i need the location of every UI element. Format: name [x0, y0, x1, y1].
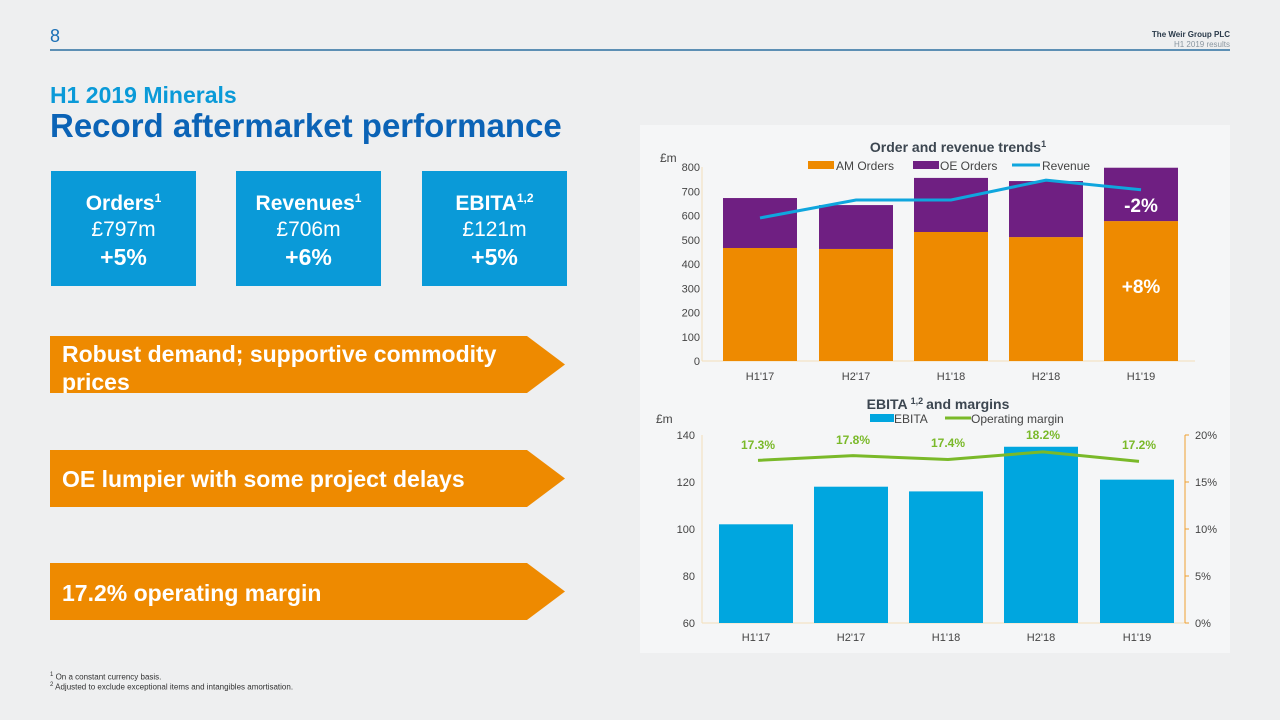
section-title: H1 2019 Minerals: [50, 82, 237, 108]
legend-swatch-ebita: [870, 414, 894, 422]
oe-orders-bar: [914, 177, 988, 232]
am-orders-bar: [914, 231, 988, 361]
y-axis-label: £m: [656, 412, 673, 426]
ebita-margin-chart: EBITA 1,2 and margins £m EBITA Operating ma…: [656, 396, 1217, 644]
page-number: 8: [50, 26, 61, 46]
legend-label: Revenue: [1042, 159, 1090, 173]
kpi-change: +5%: [471, 244, 518, 270]
header-subtitle: H1 2019 results: [1173, 40, 1230, 49]
am-orders-bar: [819, 248, 893, 361]
y2-tick-label: 15%: [1195, 477, 1217, 489]
ebita-bar: [1100, 479, 1174, 623]
y-tick-label: 60: [683, 618, 695, 630]
x-tick-label: H2'17: [842, 371, 870, 383]
y2-tick-label: 10%: [1195, 524, 1217, 536]
x-tick-label: H2'18: [1027, 632, 1055, 644]
am-orders-bar: [723, 247, 797, 361]
kpi-sup: 1,2: [516, 191, 534, 205]
kpi-sup: 1: [154, 191, 162, 205]
y2-tick-label: 5%: [1195, 571, 1211, 583]
x-tick-label: H1'19: [1123, 632, 1151, 644]
x-tick-label: H1'17: [746, 371, 774, 383]
legend-label: EBITA: [894, 412, 928, 426]
kpi-ebita: EBITA1,2 £121m +5%: [422, 171, 567, 286]
y-tick-label: 80: [683, 571, 695, 583]
highlight-text: 17.2% operating margin: [62, 580, 322, 606]
y-tick-label: 600: [682, 211, 700, 223]
y2-tick-label: 20%: [1195, 430, 1217, 442]
kpi-label: Orders: [85, 192, 155, 215]
am-orders-bar: [1104, 221, 1178, 361]
x-tick-label: H1'18: [937, 371, 965, 383]
kpi-change: +6%: [285, 244, 332, 270]
orders-revenue-chart: Order and revenue trends1 £m AM Orders OE…: [660, 139, 1195, 383]
kpi-value: £797m: [91, 218, 156, 241]
y-tick-label: 800: [682, 162, 700, 174]
oe-orders-bar: [819, 205, 893, 249]
y-tick-label: 140: [677, 430, 695, 442]
highlight-text: Robust demand; supportive commodity pric…: [62, 341, 497, 395]
x-tick-label: H1'18: [932, 632, 960, 644]
x-tick-label: H1'17: [742, 632, 770, 644]
legend-label: OE Orders: [940, 159, 997, 173]
company-name: The Weir Group PLC: [1151, 30, 1230, 39]
chart-title: Order and revenue trends1: [870, 139, 1046, 155]
kpi-sup: 1: [354, 191, 362, 205]
am-change-annotation: +8%: [1122, 277, 1161, 298]
legend-label: Operating margin: [971, 412, 1064, 426]
legend-swatch-oe: [913, 161, 939, 169]
y-axis-label: £m: [660, 151, 677, 165]
x-tick-label: H2'17: [837, 632, 865, 644]
margin-data-label: 17.2%: [1122, 438, 1156, 452]
kpi-orders: Orders1 £797m +5%: [51, 171, 196, 286]
y-tick-label: 300: [682, 283, 700, 295]
y-tick-label: 100: [682, 332, 700, 344]
highlight-margin: 17.2% operating margin: [50, 563, 565, 620]
y-tick-label: 0: [694, 356, 700, 368]
revenue-line: [759, 178, 1142, 220]
highlight-demand: Robust demand; supportive commodity pric…: [50, 336, 565, 393]
kpi-value: £121m: [462, 218, 527, 241]
oe-change-annotation: -2%: [1124, 196, 1158, 217]
y-tick-label: 400: [682, 259, 700, 271]
kpi-change: +5%: [100, 244, 147, 270]
highlight-oe: OE lumpier with some project delays: [50, 450, 565, 507]
ebita-bar: [1004, 446, 1078, 623]
kpi-label: EBITA: [455, 192, 517, 215]
y-tick-label: 700: [682, 186, 700, 198]
ebita-bar: [909, 491, 983, 623]
page-title: Record aftermarket performance: [50, 107, 562, 144]
margin-data-label: 17.8%: [836, 433, 870, 447]
ebita-bar: [814, 486, 888, 623]
y-tick-label: 500: [682, 235, 700, 247]
oe-orders-bar: [1104, 167, 1178, 222]
oe-orders-bar: [1009, 181, 1083, 238]
y-tick-label: 200: [682, 308, 700, 320]
margin-data-label: 17.3%: [741, 438, 775, 452]
legend-swatch-am: [808, 161, 834, 169]
ebita-bar: [719, 524, 793, 623]
kpi-value: £706m: [276, 218, 341, 241]
am-orders-bar: [1009, 237, 1083, 361]
legend-label: AM Orders: [836, 159, 894, 173]
footnote-2: 2 Adjusted to exclude exceptional items …: [50, 682, 294, 692]
footnote-1: 1 On a constant currency basis.: [50, 672, 162, 682]
y-tick-label: 100: [677, 524, 695, 536]
kpi-revenues: Revenues1 £706m +6%: [236, 171, 381, 286]
highlight-text: OE lumpier with some project delays: [62, 466, 465, 492]
x-tick-label: H1'19: [1127, 371, 1155, 383]
margin-data-label: 17.4%: [931, 436, 965, 450]
y-tick-label: 120: [677, 477, 695, 489]
x-tick-label: H2'18: [1032, 371, 1060, 383]
header-divider: [50, 49, 1230, 51]
operating-margin-line: [757, 450, 1140, 463]
chart-title: EBITA 1,2 and margins: [867, 396, 1010, 412]
y2-tick-label: 0%: [1195, 618, 1211, 630]
chart-panel: Order and revenue trends1 £m AM Orders OE…: [640, 125, 1230, 653]
oe-orders-bar: [723, 198, 797, 248]
margin-data-label: 18.2%: [1026, 428, 1060, 442]
kpi-label: Revenues: [255, 192, 355, 215]
